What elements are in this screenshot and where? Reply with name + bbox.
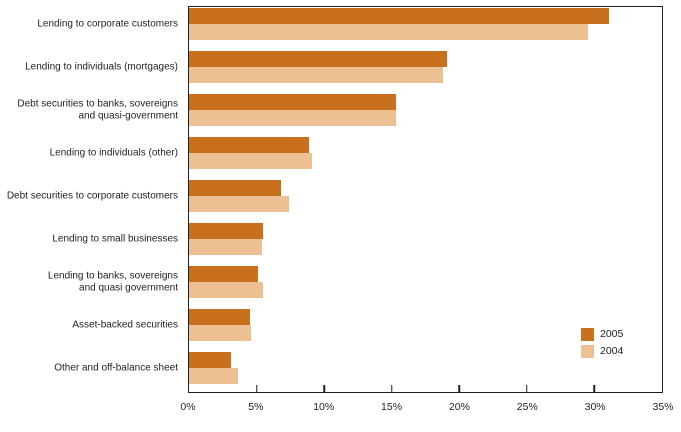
x-tick-label: 15% [381,401,403,413]
bar-2005 [189,266,258,282]
legend-swatch-2005 [581,328,594,341]
category-label: Lending to corporate customers [37,18,178,30]
bar-2005 [189,223,264,239]
bar-2005 [189,51,448,67]
category-labels: Lending to corporate customers Lending to… [0,7,183,394]
bar-2004 [189,153,312,169]
bar-2004 [189,24,588,40]
axis-tick [593,385,596,392]
bar-2005 [189,309,250,325]
bar-2005 [189,180,281,196]
legend-swatch-2004 [581,345,594,358]
category-label: Debt securities to corporate customers [6,190,178,202]
legend-entry-2005: 2005 [581,328,623,341]
category-label: Asset-backed securities [72,319,178,331]
bar-2005 [189,8,610,24]
x-tick-label: 25% [516,401,538,413]
category-label: Lending to banks, sovereigns and quasi g… [47,270,178,294]
x-tick-label: 10% [313,401,335,413]
axis-tick [458,385,461,392]
legend-label-2005: 2005 [600,328,624,340]
bar-2004 [189,196,289,212]
bar-2004 [189,282,264,298]
legend: 2005 2004 [581,328,623,362]
bar-2005 [189,137,310,153]
bar-2005 [189,94,396,110]
legend-label-2004: 2004 [600,345,624,357]
x-tick-label: 20% [448,401,470,413]
axis-tick [526,385,528,392]
category-label: Other and off-balance sheet [54,362,178,374]
bar-2004 [189,239,262,255]
legend-entry-2004: 2004 [581,345,623,358]
bar-2004 [189,368,238,384]
bar-2004 [189,110,396,126]
x-axis-tick-labels: 0% 5% 10% 15% 20% 25% 30% 35% [180,401,673,417]
x-tick-label: 0% [180,401,196,413]
x-tick-label: 5% [248,401,264,413]
x-tick-label: 35% [652,401,674,413]
bar-2004 [189,325,252,341]
axis-tick [255,385,258,392]
x-tick-label: 30% [584,401,606,413]
plot-area: 2005 2004 [188,6,663,393]
bar-2004 [189,67,444,83]
category-label: Debt securities to banks, sovereigns and… [17,98,178,122]
axis-tick [390,385,393,392]
bar-2005 [189,352,231,368]
category-label: Lending to individuals (other) [49,147,178,159]
axis-tick [323,385,325,392]
category-label: Lending to individuals (mortgages) [25,61,178,73]
category-label: Lending to small businesses [52,233,178,245]
